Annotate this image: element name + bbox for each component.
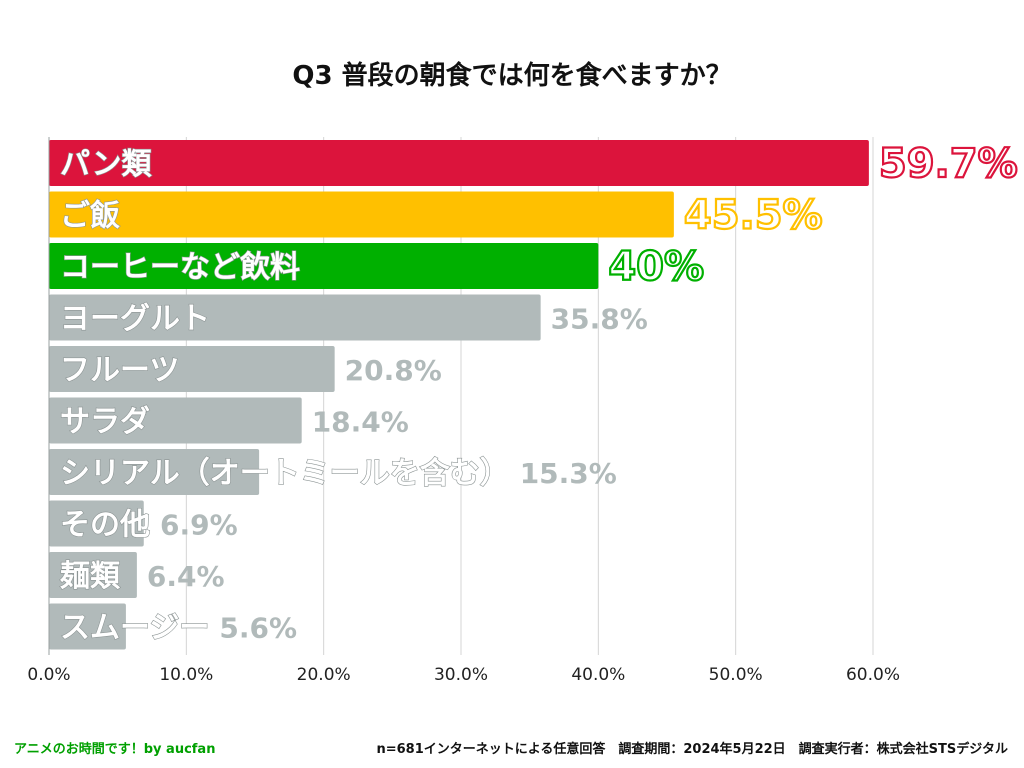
category-label: ご飯 xyxy=(60,199,120,234)
bar xyxy=(49,449,260,495)
bar xyxy=(49,243,599,289)
value-label: 20.8% xyxy=(345,354,442,387)
bar-chart: 0.0% 10.0% 20.0% 30.0% 40.0% 50.0% 60.0% パン類 59.… xyxy=(27,137,1019,685)
value-label: 6.4% xyxy=(147,560,225,593)
x-tick-label: 50.0% xyxy=(709,665,763,685)
value-label: 15.3% xyxy=(520,457,617,490)
value-label: 40% xyxy=(608,244,704,290)
value-label: 5.6% xyxy=(219,612,297,645)
bar xyxy=(49,500,144,547)
footer-source: アニメのお時間です！by aucfan xyxy=(14,742,216,757)
value-label: 45.5% xyxy=(684,193,823,239)
bar xyxy=(49,191,674,238)
bar xyxy=(49,397,302,444)
category-label: フルーツ xyxy=(60,353,179,388)
bar xyxy=(49,603,126,650)
value-label: 6.9% xyxy=(160,509,238,542)
value-label: 18.4% xyxy=(312,406,409,439)
category-label: スムージー xyxy=(60,611,209,646)
x-tick-label: 20.0% xyxy=(297,665,351,685)
value-label: 35.8% xyxy=(551,303,648,336)
category-label: ヨーグルト xyxy=(60,302,210,337)
category-label: パン類 xyxy=(60,147,152,182)
x-tick-label: 60.0% xyxy=(846,665,900,685)
bar xyxy=(49,552,137,598)
category-label: サラダ xyxy=(60,405,150,440)
bar xyxy=(49,294,541,341)
value-label: 59.7% xyxy=(879,141,1018,187)
category-label: シリアル（オートミールを含む） xyxy=(60,456,510,491)
bar xyxy=(49,346,335,392)
x-tick-label: 40.0% xyxy=(571,665,625,685)
x-tick-label: 30.0% xyxy=(434,665,488,685)
x-tick-label: 0.0% xyxy=(27,665,70,685)
category-label: 麺類 xyxy=(59,559,121,594)
footer-survey-info: n=681インターネットによる任意回答 調査期間：2024年5月22日 調査実行… xyxy=(376,742,1008,757)
category-label: コーヒーなど飲料 xyxy=(60,250,300,285)
x-tick-label: 10.0% xyxy=(159,665,213,685)
bar xyxy=(49,140,869,186)
chart-title: Q3 普段の朝食では何を食べますか？ xyxy=(292,61,732,91)
category-label: その他 xyxy=(60,508,150,543)
